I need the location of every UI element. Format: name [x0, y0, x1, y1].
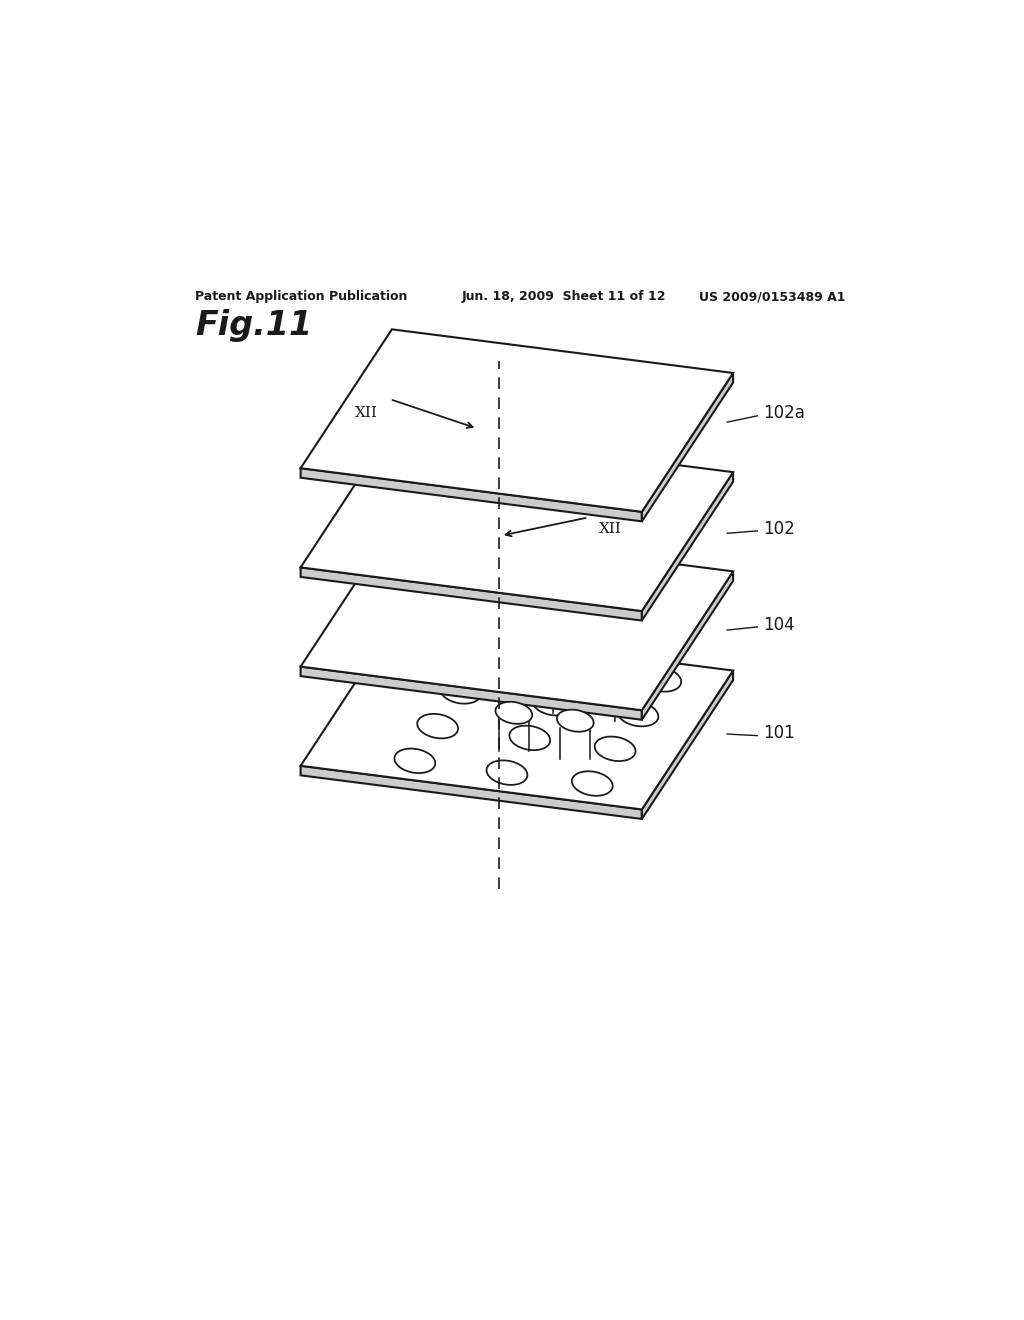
Ellipse shape	[557, 710, 594, 731]
Text: 101: 101	[763, 725, 795, 742]
Polygon shape	[301, 528, 733, 710]
Ellipse shape	[571, 771, 612, 796]
Text: Patent Application Publication: Patent Application Publication	[196, 290, 408, 304]
Ellipse shape	[394, 748, 435, 774]
Text: US 2009/0153489 A1: US 2009/0153489 A1	[699, 290, 846, 304]
Ellipse shape	[595, 737, 636, 762]
Ellipse shape	[555, 656, 596, 681]
Polygon shape	[642, 572, 733, 719]
Ellipse shape	[509, 726, 550, 750]
Polygon shape	[642, 671, 733, 818]
Ellipse shape	[463, 644, 504, 669]
Text: 102a: 102a	[763, 404, 805, 422]
Polygon shape	[642, 473, 733, 620]
Polygon shape	[301, 329, 733, 512]
Polygon shape	[301, 469, 642, 521]
Polygon shape	[301, 429, 733, 611]
Text: Fig.11: Fig.11	[196, 309, 312, 342]
Ellipse shape	[520, 664, 557, 686]
Ellipse shape	[440, 680, 481, 704]
Text: 104: 104	[763, 615, 795, 634]
Polygon shape	[301, 667, 642, 719]
Text: XII: XII	[354, 405, 378, 420]
Ellipse shape	[417, 714, 458, 738]
Ellipse shape	[606, 635, 643, 657]
Ellipse shape	[545, 627, 582, 649]
Ellipse shape	[640, 667, 681, 692]
Ellipse shape	[617, 702, 658, 726]
Text: Jun. 18, 2009  Sheet 11 of 12: Jun. 18, 2009 Sheet 11 of 12	[461, 290, 666, 304]
Ellipse shape	[582, 672, 618, 694]
Ellipse shape	[496, 702, 532, 723]
Text: 102: 102	[763, 520, 795, 537]
Ellipse shape	[486, 760, 527, 785]
Polygon shape	[301, 627, 733, 809]
Text: XII: XII	[599, 521, 622, 536]
Polygon shape	[642, 374, 733, 521]
Ellipse shape	[532, 690, 573, 715]
Polygon shape	[301, 766, 642, 818]
Polygon shape	[301, 568, 642, 620]
